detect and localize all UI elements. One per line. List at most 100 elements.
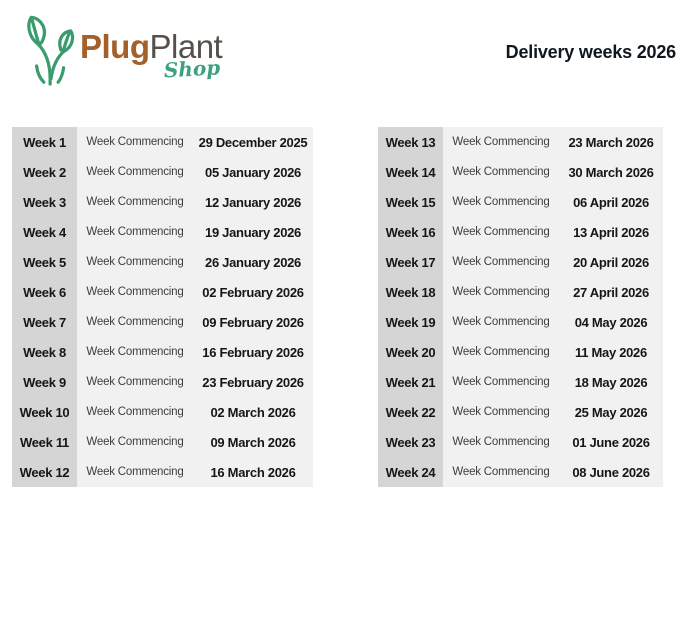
week-date-value: 11 May 2026 bbox=[575, 344, 647, 360]
week-commencing-label: Week Commencing bbox=[452, 436, 550, 448]
table-row: Week 16 Week Commencing 13 April 2026 bbox=[378, 217, 663, 247]
table-row: Week 8 Week Commencing 16 February 2026 bbox=[12, 337, 313, 367]
brand-logo: PlugPlant Shop bbox=[24, 10, 223, 86]
week-number-label: Week 2 bbox=[12, 157, 77, 187]
table-row: Week 12 Week Commencing 16 March 2026 bbox=[12, 457, 313, 487]
week-date-value: 13 April 2026 bbox=[573, 224, 649, 240]
table-row: Week 4 Week Commencing 19 January 2026 bbox=[12, 217, 313, 247]
week-number-label: Week 24 bbox=[378, 457, 443, 487]
table-row: Week 22 Week Commencing 25 May 2026 bbox=[378, 397, 663, 427]
week-number-label: Week 19 bbox=[378, 307, 443, 337]
week-date-value: 01 June 2026 bbox=[572, 434, 650, 450]
week-commencing-label: Week Commencing bbox=[86, 466, 184, 478]
table-row: Week 6 Week Commencing 02 February 2026 bbox=[12, 277, 313, 307]
table-row: Week 15 Week Commencing 06 April 2026 bbox=[378, 187, 663, 217]
table-row: Week 3 Week Commencing 12 January 2026 bbox=[12, 187, 313, 217]
week-number-label: Week 17 bbox=[378, 247, 443, 277]
week-date-value: 02 February 2026 bbox=[202, 284, 304, 300]
week-commencing-label: Week Commencing bbox=[452, 316, 550, 328]
week-number-label: Week 11 bbox=[12, 427, 77, 457]
week-commencing-label: Week Commencing bbox=[86, 346, 184, 358]
week-date-value: 23 February 2026 bbox=[202, 374, 304, 390]
table-row: Week 7 Week Commencing 09 February 2026 bbox=[12, 307, 313, 337]
week-date-value: 20 April 2026 bbox=[573, 254, 649, 270]
week-date-value: 25 May 2026 bbox=[574, 404, 648, 420]
week-date-value: 18 May 2026 bbox=[574, 374, 648, 390]
week-date-value: 09 March 2026 bbox=[210, 434, 296, 450]
week-commencing-label: Week Commencing bbox=[452, 466, 550, 478]
week-commencing-label: Week Commencing bbox=[452, 136, 550, 148]
table-row: Week 18 Week Commencing 27 April 2026 bbox=[378, 277, 663, 307]
week-number-label: Week 22 bbox=[378, 397, 443, 427]
week-commencing-label: Week Commencing bbox=[452, 226, 550, 238]
delivery-weeks-table-2: Week 13 Week Commencing 23 March 2026 We… bbox=[378, 127, 663, 487]
page-title: Delivery weeks 2026 bbox=[505, 42, 677, 62]
table-row: Week 21 Week Commencing 18 May 2026 bbox=[378, 367, 663, 397]
week-date-value: 16 March 2026 bbox=[210, 464, 296, 480]
week-commencing-label: Week Commencing bbox=[86, 286, 184, 298]
brand-name-plug: Plug bbox=[80, 28, 150, 65]
week-number-label: Week 14 bbox=[378, 157, 443, 187]
week-commencing-label: Week Commencing bbox=[86, 256, 184, 268]
week-number-label: Week 12 bbox=[12, 457, 77, 487]
week-number-label: Week 9 bbox=[12, 367, 77, 397]
week-number-label: Week 6 bbox=[12, 277, 77, 307]
week-commencing-label: Week Commencing bbox=[452, 256, 550, 268]
week-commencing-label: Week Commencing bbox=[86, 196, 184, 208]
week-date-value: 19 January 2026 bbox=[205, 224, 301, 240]
week-commencing-label: Week Commencing bbox=[86, 136, 184, 148]
week-date-value: 02 March 2026 bbox=[210, 404, 296, 420]
table-row: Week 19 Week Commencing 04 May 2026 bbox=[378, 307, 663, 337]
table-row: Week 5 Week Commencing 26 January 2026 bbox=[12, 247, 313, 277]
week-date-value: 05 January 2026 bbox=[205, 164, 301, 180]
week-commencing-label: Week Commencing bbox=[452, 196, 550, 208]
table-row: Week 14 Week Commencing 30 March 2026 bbox=[378, 157, 663, 187]
week-number-label: Week 20 bbox=[378, 337, 443, 367]
week-commencing-label: Week Commencing bbox=[86, 406, 184, 418]
table-row: Week 2 Week Commencing 05 January 2026 bbox=[12, 157, 313, 187]
plant-sprout-icon bbox=[24, 10, 78, 86]
week-number-label: Week 8 bbox=[12, 337, 77, 367]
table-row: Week 11 Week Commencing 09 March 2026 bbox=[12, 427, 313, 457]
week-date-value: 12 January 2026 bbox=[205, 194, 301, 210]
delivery-weeks-table-1: Week 1 Week Commencing 29 December 2025 … bbox=[12, 127, 313, 487]
week-commencing-label: Week Commencing bbox=[452, 346, 550, 358]
week-number-label: Week 21 bbox=[378, 367, 443, 397]
week-commencing-label: Week Commencing bbox=[86, 436, 184, 448]
week-date-value: 26 January 2026 bbox=[205, 254, 301, 270]
brand-name-plant: Plant bbox=[149, 28, 223, 65]
week-number-label: Week 3 bbox=[12, 187, 77, 217]
week-date-value: 04 May 2026 bbox=[574, 314, 648, 330]
week-commencing-label: Week Commencing bbox=[452, 376, 550, 388]
week-commencing-label: Week Commencing bbox=[86, 166, 184, 178]
week-number-label: Week 10 bbox=[12, 397, 77, 427]
week-date-value: 23 March 2026 bbox=[568, 134, 654, 150]
table-row: Week 13 Week Commencing 23 March 2026 bbox=[378, 127, 663, 157]
table-row: Week 10 Week Commencing 02 March 2026 bbox=[12, 397, 313, 427]
week-number-label: Week 4 bbox=[12, 217, 77, 247]
week-number-label: Week 18 bbox=[378, 277, 443, 307]
week-commencing-label: Week Commencing bbox=[452, 406, 550, 418]
table-row: Week 20 Week Commencing 11 May 2026 bbox=[378, 337, 663, 367]
table-row: Week 23 Week Commencing 01 June 2026 bbox=[378, 427, 663, 457]
week-number-label: Week 1 bbox=[12, 127, 77, 157]
week-date-value: 08 June 2026 bbox=[572, 464, 650, 480]
week-commencing-label: Week Commencing bbox=[452, 166, 550, 178]
table-row: Week 1 Week Commencing 29 December 2025 bbox=[12, 127, 313, 157]
week-commencing-label: Week Commencing bbox=[86, 316, 184, 328]
week-date-value: 09 February 2026 bbox=[202, 314, 304, 330]
week-commencing-label: Week Commencing bbox=[86, 226, 184, 238]
table-row: Week 17 Week Commencing 20 April 2026 bbox=[378, 247, 663, 277]
week-number-label: Week 15 bbox=[378, 187, 443, 217]
week-date-value: 06 April 2026 bbox=[573, 194, 649, 210]
brand-wordmark: PlugPlant Shop bbox=[80, 28, 223, 82]
table-row: Week 9 Week Commencing 23 February 2026 bbox=[12, 367, 313, 397]
week-number-label: Week 13 bbox=[378, 127, 443, 157]
week-number-label: Week 16 bbox=[378, 217, 443, 247]
week-date-value: 27 April 2026 bbox=[573, 284, 649, 300]
week-commencing-label: Week Commencing bbox=[86, 376, 184, 388]
week-number-label: Week 5 bbox=[12, 247, 77, 277]
table-row: Week 24 Week Commencing 08 June 2026 bbox=[378, 457, 663, 487]
week-number-label: Week 23 bbox=[378, 427, 443, 457]
week-date-value: 16 February 2026 bbox=[202, 344, 304, 360]
